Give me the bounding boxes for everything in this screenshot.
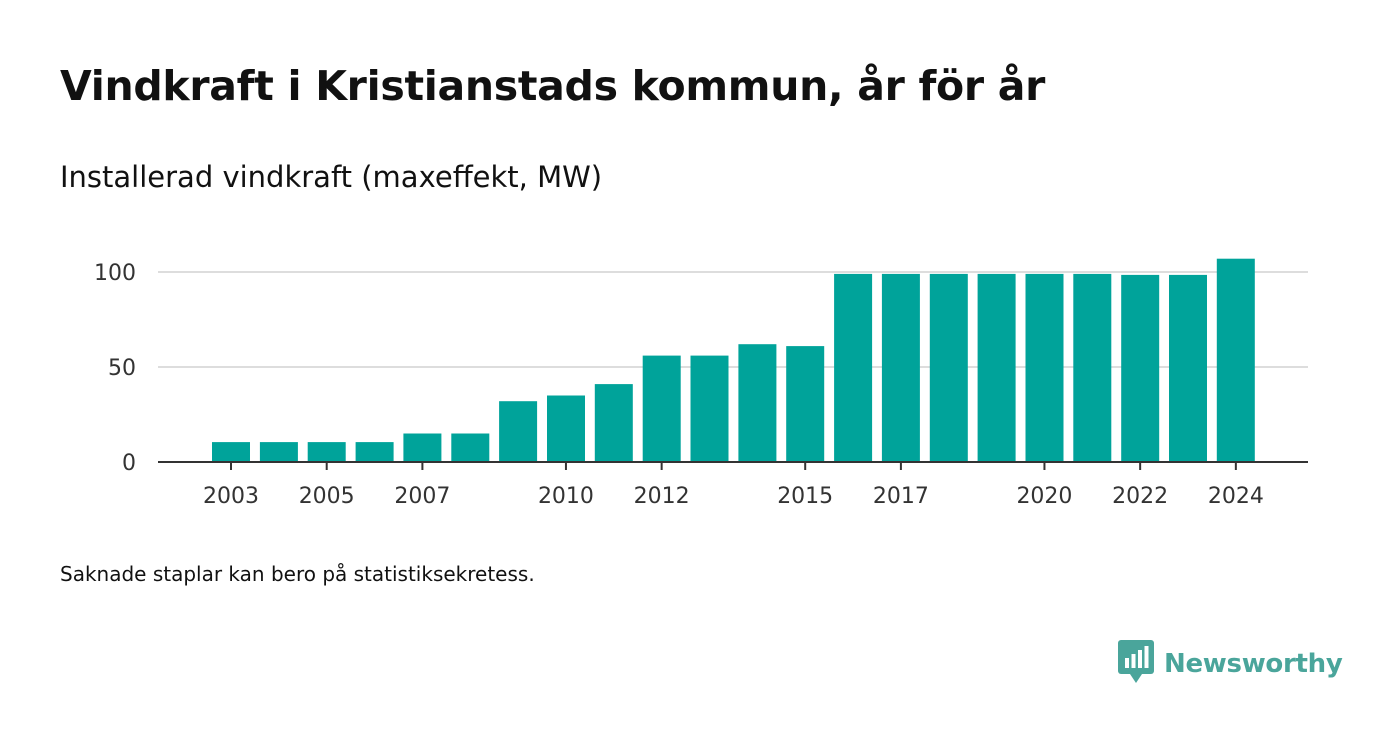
x-axis-labels: 2003 2005 2007 2010 2012 2015 2017 2020 2022 2024 <box>203 484 1264 509</box>
x-tick-label: 2022 <box>1112 484 1168 509</box>
bar-2022 <box>1121 274 1160 462</box>
bar-2023 <box>1169 274 1207 462</box>
x-tick-label: 2003 <box>203 484 259 509</box>
footnote: Saknade staplar kan bero på statistiksek… <box>60 562 535 586</box>
bar-2010 <box>547 395 585 462</box>
x-tick-label: 2010 <box>538 484 594 509</box>
y-tick-label: 100 <box>94 261 136 286</box>
bar-2013 <box>690 355 729 462</box>
bar-2016 <box>834 273 873 462</box>
chart-subtitle: Installerad vindkraft (maxeffekt, MW) <box>60 160 603 194</box>
bar-2005 <box>307 442 346 462</box>
x-tick-label: 2007 <box>394 484 450 509</box>
bars <box>212 258 1255 462</box>
bar-2020 <box>1025 273 1064 462</box>
x-tick-label: 2024 <box>1208 484 1264 509</box>
bar-2008 <box>451 433 490 462</box>
bar-2006 <box>355 442 394 462</box>
bar-2024 <box>1216 258 1255 462</box>
bar-2011 <box>594 384 633 462</box>
brand-name: Newsworthy <box>1164 649 1343 679</box>
bar-2009 <box>499 401 538 462</box>
bar-2007 <box>403 433 442 462</box>
chart-title: Vindkraft i Kristianstads kommun, år för… <box>60 62 1046 110</box>
x-tick-label: 2020 <box>1016 484 1072 509</box>
bar-2014 <box>738 344 777 462</box>
x-tick-label: 2017 <box>873 484 929 509</box>
bar-2021 <box>1073 273 1112 462</box>
newsworthy-logo-icon <box>1118 640 1154 688</box>
x-tick-label: 2005 <box>299 484 355 509</box>
bar-2003 <box>212 442 250 462</box>
x-tick-label: 2015 <box>777 484 833 509</box>
bar-2015 <box>786 346 825 462</box>
bar-2012 <box>642 355 681 462</box>
y-tick-label: 50 <box>108 356 136 381</box>
y-axis-labels: 0 50 100 <box>94 261 136 476</box>
bar-2017 <box>881 273 920 462</box>
bar-2004 <box>259 442 298 462</box>
x-tick-label: 2012 <box>634 484 690 509</box>
x-axis <box>158 461 1308 470</box>
brand-logo: Newsworthy <box>1118 640 1343 688</box>
bar-2019 <box>977 273 1016 462</box>
y-tick-label: 0 <box>122 451 136 476</box>
bar-2018 <box>929 273 968 462</box>
gridlines <box>158 271 1308 368</box>
